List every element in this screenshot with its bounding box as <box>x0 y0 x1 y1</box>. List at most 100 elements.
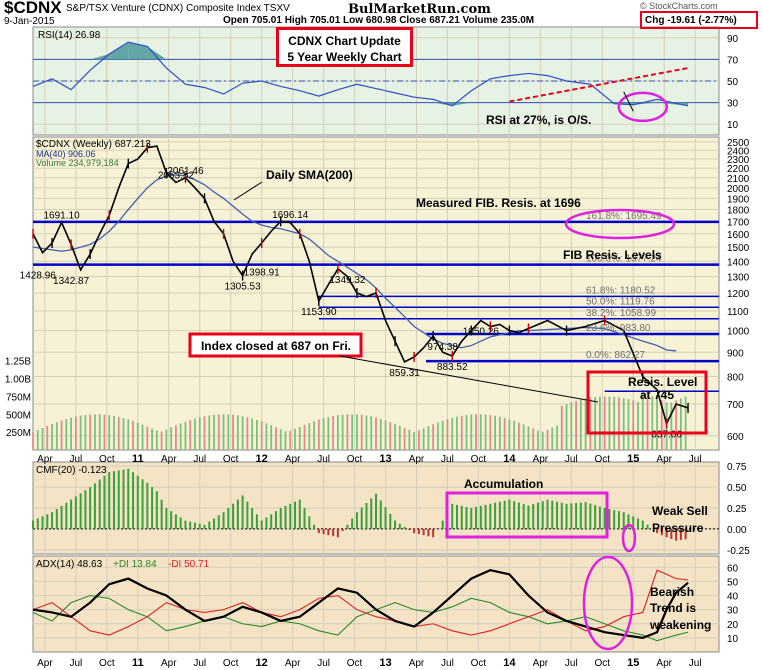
cmf-bar <box>174 514 177 529</box>
volume-bar <box>155 430 158 450</box>
volume-bar <box>527 426 530 450</box>
bearish-annotation-3: weakening <box>649 618 711 632</box>
volume-bar <box>227 414 230 450</box>
volume-bar <box>332 416 335 450</box>
volume-bar <box>60 420 63 450</box>
time-tick-label: 12 <box>256 453 268 465</box>
volume-bar <box>465 415 468 450</box>
time-tick-label: Oct <box>347 658 363 669</box>
fib-level-label: 38.2%: 1058.99 <box>586 308 656 319</box>
cmf-bar <box>313 524 316 529</box>
fib-level-label: 0.0%: 862.27 <box>586 350 645 361</box>
price-tick-label: 2300 <box>727 155 750 166</box>
cmf-bar <box>451 503 454 529</box>
price-label: 1050.26 <box>463 327 500 338</box>
rsi-pointer <box>623 91 634 112</box>
cmf-bar <box>589 503 592 529</box>
cmf-tick-label: 0.75 <box>727 462 747 473</box>
cmf-bar <box>613 510 616 529</box>
volume-bar <box>565 404 568 450</box>
cmf-bar <box>117 470 120 529</box>
cmf-bar <box>255 514 258 529</box>
cmf-bar <box>541 501 544 529</box>
price-tick-label: 1600 <box>727 230 750 241</box>
volume-bar <box>518 422 520 450</box>
volume-bar <box>346 414 349 450</box>
rsi-tick-label: 10 <box>727 120 739 131</box>
volume-bar <box>532 428 535 450</box>
price-label: 859.31 <box>389 368 420 379</box>
cmf-bar <box>170 511 173 529</box>
cmf-bar <box>656 528 659 534</box>
cmf-bar <box>503 500 506 529</box>
volume-bar <box>79 415 82 450</box>
accumulation-annotation: Accumulation <box>464 477 543 491</box>
rsi-oversold-fill <box>452 102 472 106</box>
rsi-tick-label: 30 <box>727 99 739 110</box>
cmf-bar <box>617 511 620 529</box>
volume-bar <box>589 397 592 450</box>
cmf-bar <box>346 524 349 529</box>
volume-bar <box>327 417 330 450</box>
cmf-bar <box>455 504 458 529</box>
time-tick-label: Jul <box>317 658 330 669</box>
volume-tick-label: 750M <box>6 392 31 403</box>
cmf-bar <box>432 528 435 538</box>
price-tick-label: 1200 <box>727 289 750 300</box>
volume-bar <box>203 416 206 450</box>
cmf-bar <box>565 503 568 529</box>
cmf-bar <box>84 490 87 529</box>
cmf-bar <box>646 524 649 529</box>
time-tick-label: Apr <box>285 658 301 669</box>
cmf-bar <box>479 505 482 529</box>
volume-bar <box>451 417 454 450</box>
rsi-oversold-fill <box>433 102 453 106</box>
volume-bar <box>675 400 678 450</box>
volume-bar <box>117 416 120 450</box>
rsi-oversold-circle <box>617 91 669 123</box>
cmf-bar <box>513 501 516 529</box>
sma-pointer <box>233 181 263 201</box>
price-tick-label: 800 <box>727 373 744 384</box>
price-label: 974.38 <box>427 342 458 353</box>
time-tick-label: Oct <box>223 454 239 465</box>
fib-levels-annotation: FIB Resis. Levels <box>563 248 662 262</box>
volume-bar <box>570 402 573 450</box>
adx-tick-label: 40 <box>727 592 739 603</box>
volume-bar <box>298 426 301 450</box>
cmf-tick-label: 0.25 <box>727 504 747 515</box>
time-tick-label: 14 <box>503 453 516 465</box>
bearish-circle <box>582 555 634 651</box>
cmf-bar <box>198 523 201 529</box>
cmf-bar <box>98 479 101 529</box>
time-tick-label: 14 <box>503 657 516 669</box>
date: 9-Jan-2015 <box>4 16 55 27</box>
volume-bar <box>84 414 87 450</box>
volume-bar <box>136 422 139 450</box>
time-tick-label: Oct <box>595 454 611 465</box>
volume-bar <box>303 424 306 450</box>
time-tick-label: Jul <box>689 454 702 465</box>
time-tick-label: Jul <box>317 454 330 465</box>
cmf-legend: CMF(20) -0.123 <box>36 465 107 476</box>
volume-bar <box>398 425 401 450</box>
fib-target-annotation: Measured FIB. Resis. at 1696 <box>416 196 581 210</box>
price-label: 1691.10 <box>44 210 81 221</box>
cmf-bar <box>684 528 687 540</box>
ma40-line <box>32 174 677 352</box>
volume-bar <box>184 421 187 450</box>
price-label: 637.06 <box>651 429 682 440</box>
volume-bar <box>656 398 658 450</box>
volume-bar <box>146 426 149 450</box>
cmf-bar <box>532 504 535 529</box>
fib-level-label: 161.8%: 1695.49 <box>586 211 662 222</box>
cmf-bar <box>679 528 682 540</box>
cmf-bar <box>284 505 287 529</box>
cmf-bar <box>260 520 263 529</box>
cmf-bar <box>470 508 473 529</box>
title-line-2: 5 Year Weekly Chart <box>287 50 402 64</box>
volume-bar <box>308 422 311 450</box>
volume-bar <box>622 398 625 450</box>
volume-bar <box>55 422 58 450</box>
weak-sell-annotation-1: Weak Sell <box>652 504 708 518</box>
